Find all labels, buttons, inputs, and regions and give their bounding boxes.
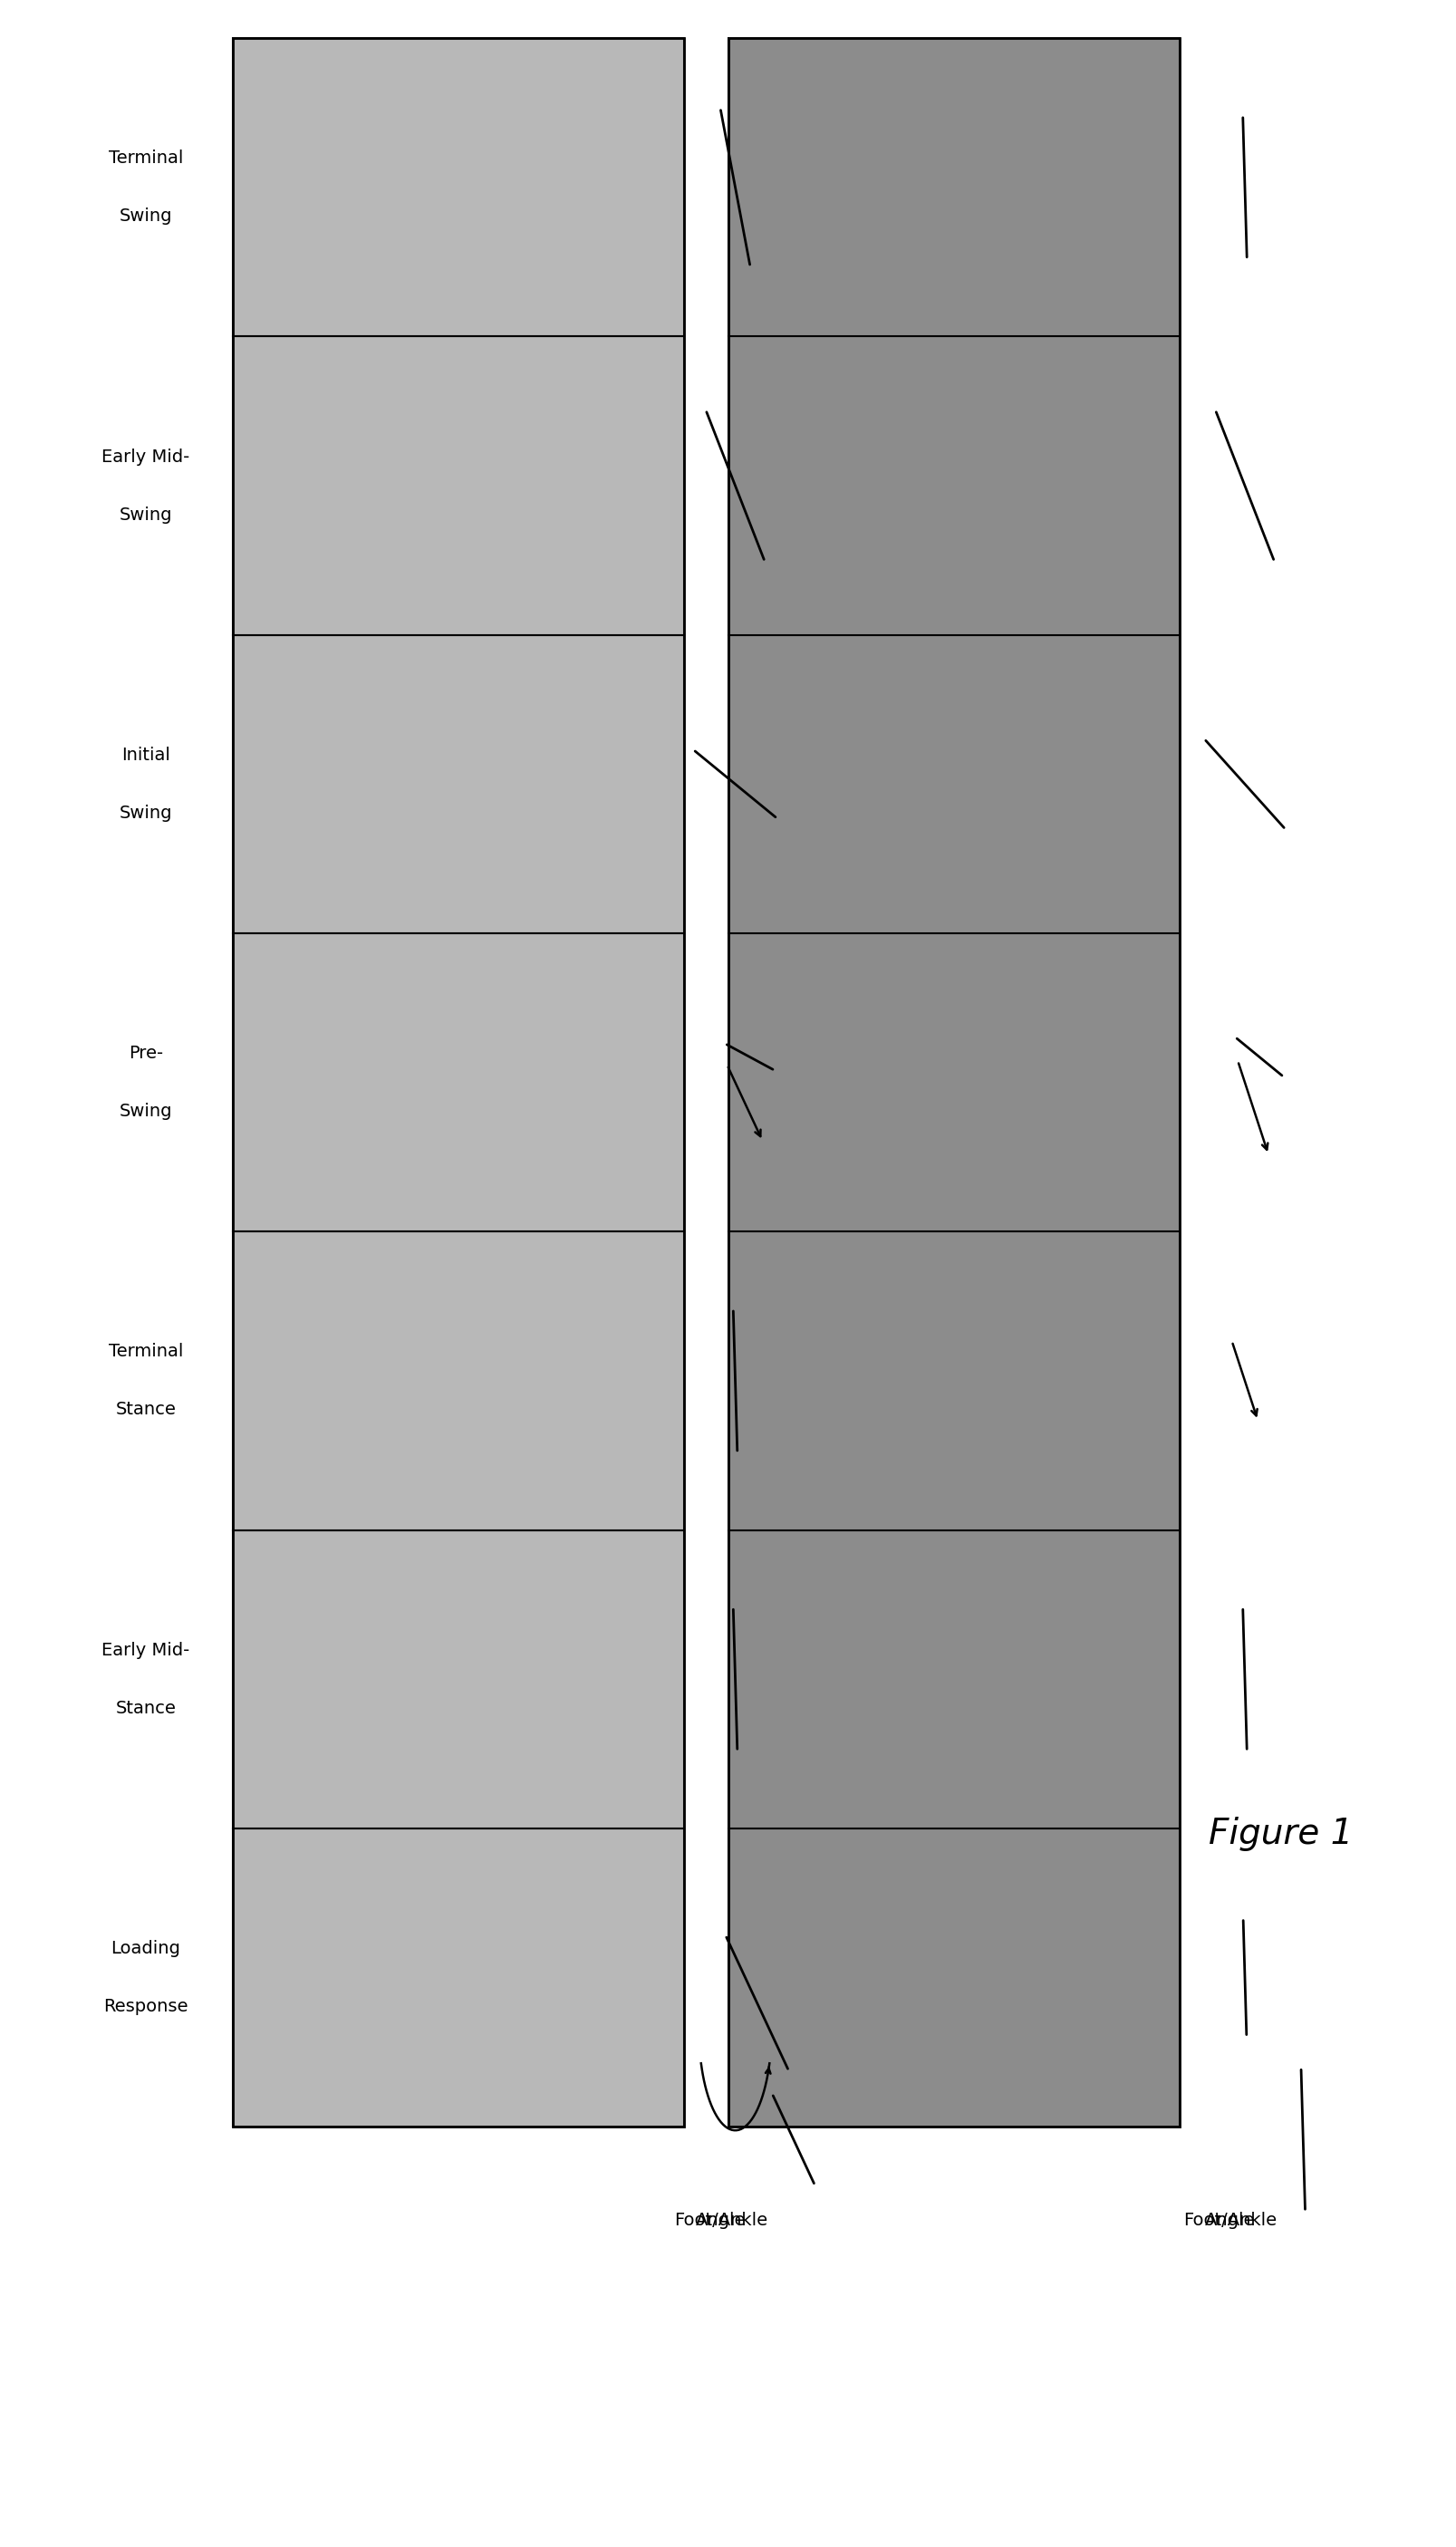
Bar [728,1829,1179,2127]
Bar [728,1531,1179,1829]
Bar [233,634,684,932]
Bar [233,1531,684,1829]
Text: Swing: Swing [119,1103,172,1121]
Text: Stance: Stance [115,1401,176,1419]
Bar [233,336,684,634]
Text: Initial: Initial [121,746,170,764]
Text: Angle: Angle [1206,2190,1255,2229]
Text: Terminal: Terminal [108,1342,183,1360]
Bar [233,38,684,2127]
Text: Foot/Ankle: Foot/Ankle [674,2211,767,2229]
Bar [728,38,1179,336]
Bar [233,38,684,336]
Bar [233,932,684,1233]
Bar [728,634,1179,932]
Bar [233,1829,684,2127]
Text: Early Mid-: Early Mid- [102,448,189,466]
Text: Terminal: Terminal [108,150,183,168]
Bar [233,1233,684,1531]
Bar [728,1233,1179,1531]
Text: Angle: Angle [696,2190,745,2229]
Bar [233,336,684,634]
Text: Figure 1: Figure 1 [1208,1816,1354,1852]
Bar [233,1233,684,1531]
Text: Loading: Loading [111,1941,181,1956]
Text: Swing: Swing [119,507,172,522]
Text: Swing: Swing [119,209,172,224]
Bar [728,1233,1179,1531]
Text: Response: Response [103,1997,188,2015]
Bar [728,1829,1179,2127]
Bar [233,634,684,932]
Bar [233,38,684,336]
Bar [728,38,1179,336]
Text: Swing: Swing [119,805,172,823]
Bar [233,932,684,1233]
Bar [728,1531,1179,1829]
Bar [728,38,1179,2127]
Text: Pre-: Pre- [128,1044,163,1062]
Bar [728,932,1179,1233]
Bar [233,1531,684,1829]
Text: Stance: Stance [115,1699,176,1717]
Bar [728,336,1179,634]
Text: Foot/Ankle: Foot/Ankle [1184,2211,1277,2229]
Bar [728,336,1179,634]
Bar [728,932,1179,1233]
Bar [728,634,1179,932]
Text: Early Mid-: Early Mid- [102,1643,189,1658]
Bar [233,1829,684,2127]
